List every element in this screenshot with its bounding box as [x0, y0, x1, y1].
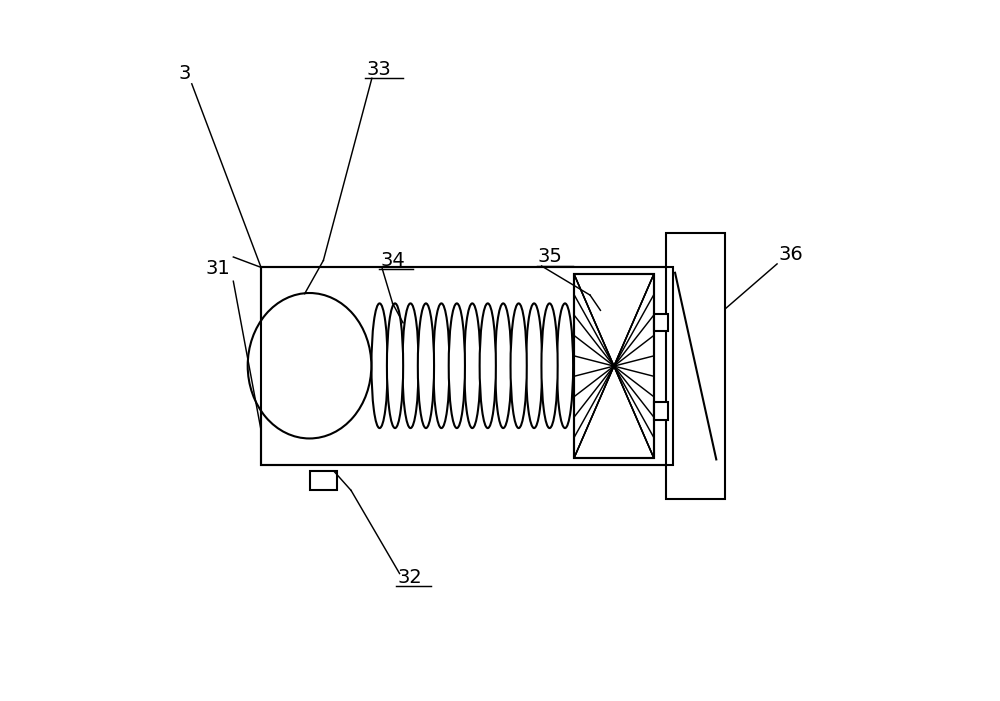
Ellipse shape	[526, 304, 542, 428]
Text: 36: 36	[779, 245, 803, 264]
Ellipse shape	[541, 304, 558, 428]
Bar	[654, 314, 668, 331]
Bar	[666, 233, 725, 499]
Text: 35: 35	[537, 247, 562, 266]
Ellipse shape	[480, 304, 496, 428]
Bar	[261, 267, 673, 465]
Text: 33: 33	[366, 60, 391, 79]
Text: 31: 31	[205, 259, 230, 278]
Ellipse shape	[511, 304, 527, 428]
Bar	[574, 274, 654, 458]
Ellipse shape	[371, 304, 388, 428]
Ellipse shape	[433, 304, 450, 428]
Ellipse shape	[557, 304, 573, 428]
Ellipse shape	[495, 304, 511, 428]
Ellipse shape	[418, 304, 434, 428]
Ellipse shape	[402, 304, 419, 428]
Ellipse shape	[449, 304, 465, 428]
Bar	[654, 402, 668, 420]
Text: 34: 34	[380, 251, 405, 270]
Text: 32: 32	[398, 569, 422, 587]
Bar	[574, 274, 654, 458]
Text: 3: 3	[179, 64, 191, 83]
Bar	[310, 471, 337, 491]
Ellipse shape	[248, 293, 371, 438]
Ellipse shape	[387, 304, 403, 428]
Bar	[261, 267, 673, 465]
Ellipse shape	[464, 304, 480, 428]
